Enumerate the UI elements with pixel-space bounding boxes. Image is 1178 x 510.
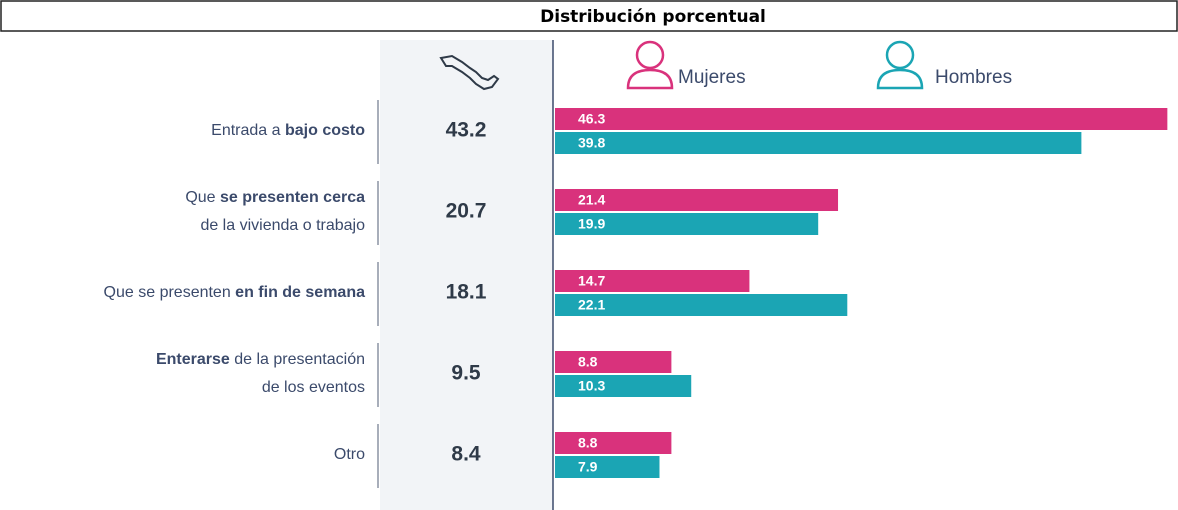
category-label: Que se presenten en fin de semana — [104, 284, 366, 301]
value-label: 46.3 — [578, 111, 605, 127]
total-value: 8.4 — [451, 443, 481, 466]
category-label-part: Otro — [334, 446, 365, 463]
value-label: 8.8 — [578, 354, 598, 370]
bar — [555, 108, 1168, 130]
value-label: 10.3 — [578, 378, 605, 394]
category-label-part: Enterarse — [156, 351, 230, 368]
total-value: 43.2 — [446, 119, 487, 142]
category-label-part: bajo costo — [285, 122, 365, 139]
chart-title: Distribución porcentual — [540, 7, 766, 27]
bar — [555, 375, 692, 397]
bar — [555, 456, 660, 478]
map-icon — [439, 54, 500, 91]
value-label: 22.1 — [578, 297, 605, 313]
value-label: 21.4 — [578, 192, 605, 208]
category-label-part: de la presentación — [230, 351, 365, 368]
icon-head — [635, 40, 665, 70]
total-panel — [380, 40, 553, 510]
value-label: 14.7 — [578, 273, 605, 289]
category-label: Que se presenten cerca — [185, 189, 365, 206]
value-label: 7.9 — [578, 459, 598, 475]
category-label: Otro — [334, 446, 365, 463]
category-label-part: se presenten cerca — [220, 189, 365, 206]
bar — [555, 294, 848, 316]
value-label: 19.9 — [578, 216, 605, 232]
category-label: de la vivienda o trabajo — [200, 217, 365, 234]
total-value: 20.7 — [446, 200, 487, 223]
category-label-part: en fin de semana — [235, 284, 365, 301]
category-label-part: Que se presenten — [104, 284, 236, 301]
total-value: 9.5 — [451, 362, 481, 385]
bar — [555, 432, 672, 454]
icon-body — [626, 68, 674, 90]
category-label-part: de los eventos — [262, 379, 365, 396]
legend-label: Hombres — [935, 67, 1012, 88]
icon-body — [876, 68, 924, 90]
category-label: Entrada a bajo costo — [211, 122, 365, 139]
bar — [555, 213, 819, 235]
legend-icon — [626, 40, 674, 90]
value-label: 39.8 — [578, 135, 605, 151]
category-label-part: Que — [185, 189, 220, 206]
category-label-part: de la vivienda o trabajo — [200, 217, 365, 234]
category-label: Enterarse de la presentación — [156, 351, 365, 368]
title-bar — [0, 0, 1178, 32]
total-value: 18.1 — [446, 281, 487, 304]
bar — [555, 132, 1082, 154]
bar — [555, 189, 839, 211]
value-label: 8.8 — [578, 435, 598, 451]
bar — [555, 351, 672, 373]
legend-icon — [876, 40, 924, 90]
category-label: de los eventos — [262, 379, 365, 396]
legend-label: Mujeres — [678, 67, 746, 88]
icon-head — [885, 40, 915, 70]
category-label-part: Entrada a — [211, 122, 285, 139]
bar — [555, 270, 750, 292]
